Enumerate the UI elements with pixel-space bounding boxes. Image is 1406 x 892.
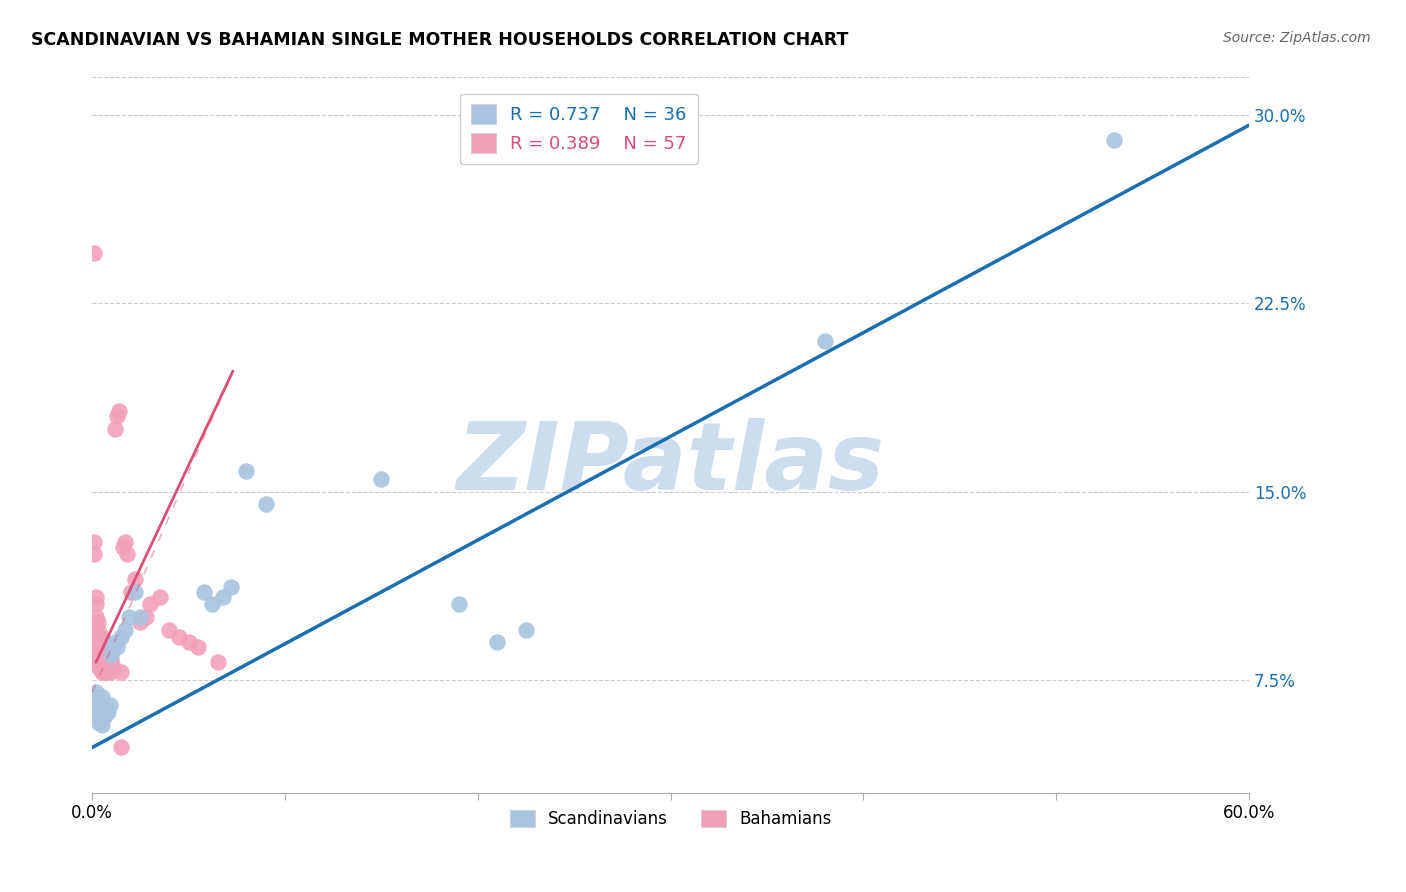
Point — [118, 610, 141, 624]
Point — [135, 610, 157, 624]
Point — [100, 648, 122, 662]
Text: Source: ZipAtlas.com: Source: ZipAtlas.com — [1223, 31, 1371, 45]
Point — [89, 698, 111, 712]
Point — [94, 653, 117, 667]
Point — [84, 598, 107, 612]
Point — [212, 590, 235, 604]
Point — [110, 665, 132, 680]
Point — [97, 655, 120, 669]
Point — [254, 497, 277, 511]
Point — [110, 740, 132, 755]
Point — [94, 660, 117, 674]
Point — [157, 623, 180, 637]
Point — [90, 648, 112, 662]
Text: SCANDINAVIAN VS BAHAMIAN SINGLE MOTHER HOUSEHOLDS CORRELATION CHART: SCANDINAVIAN VS BAHAMIAN SINGLE MOTHER H… — [31, 31, 848, 49]
Point — [87, 630, 110, 644]
Point — [187, 640, 209, 654]
Point — [177, 635, 200, 649]
Point — [93, 710, 115, 724]
Point — [87, 710, 110, 724]
Point — [103, 660, 125, 674]
Point — [124, 572, 146, 586]
Point — [104, 635, 127, 649]
Point — [87, 615, 110, 629]
Point — [83, 534, 105, 549]
Point — [814, 334, 837, 348]
Point — [93, 648, 115, 662]
Point — [515, 623, 537, 637]
Point — [90, 640, 112, 654]
Point — [84, 706, 107, 720]
Point — [84, 655, 107, 669]
Point — [114, 534, 136, 549]
Point — [83, 698, 105, 712]
Point — [89, 640, 111, 654]
Point — [87, 648, 110, 662]
Point — [84, 590, 107, 604]
Point — [112, 540, 135, 554]
Point — [98, 660, 121, 674]
Point — [90, 655, 112, 669]
Point — [207, 655, 229, 669]
Point — [93, 665, 115, 680]
Point — [94, 703, 117, 717]
Point — [90, 665, 112, 680]
Point — [83, 648, 105, 662]
Point — [90, 630, 112, 644]
Point — [87, 623, 110, 637]
Point — [83, 623, 105, 637]
Point — [97, 660, 120, 674]
Point — [1102, 133, 1125, 147]
Point — [103, 640, 125, 654]
Point — [370, 472, 392, 486]
Point — [84, 610, 107, 624]
Point — [108, 404, 131, 418]
Point — [93, 660, 115, 674]
Point — [129, 615, 152, 629]
Point — [105, 409, 128, 424]
Point — [104, 422, 127, 436]
Point — [105, 640, 128, 654]
Point — [90, 690, 112, 705]
Point — [235, 465, 257, 479]
Point — [89, 635, 111, 649]
Legend: Scandinavians, Bahamians: Scandinavians, Bahamians — [503, 803, 838, 834]
Point — [486, 635, 509, 649]
Point — [83, 547, 105, 561]
Point — [83, 246, 105, 260]
Point — [97, 706, 120, 720]
Point — [84, 640, 107, 654]
Point — [447, 598, 470, 612]
Point — [89, 653, 111, 667]
Point — [98, 698, 121, 712]
Point — [219, 580, 242, 594]
Point — [149, 590, 172, 604]
Point — [83, 690, 105, 705]
Point — [120, 585, 142, 599]
Point — [89, 648, 111, 662]
Point — [110, 630, 132, 644]
Text: ZIPatlas: ZIPatlas — [457, 417, 884, 509]
Point — [129, 610, 152, 624]
Point — [139, 598, 162, 612]
Point — [87, 715, 110, 730]
Point — [90, 718, 112, 732]
Point — [89, 710, 111, 724]
Point — [167, 630, 190, 644]
Point — [87, 660, 110, 674]
Point — [94, 665, 117, 680]
Point — [87, 703, 110, 717]
Point — [115, 547, 138, 561]
Point — [114, 623, 136, 637]
Point — [193, 585, 215, 599]
Point — [84, 685, 107, 699]
Point — [124, 585, 146, 599]
Point — [201, 598, 224, 612]
Point — [93, 655, 115, 669]
Point — [83, 635, 105, 649]
Point — [100, 665, 122, 680]
Point — [100, 653, 122, 667]
